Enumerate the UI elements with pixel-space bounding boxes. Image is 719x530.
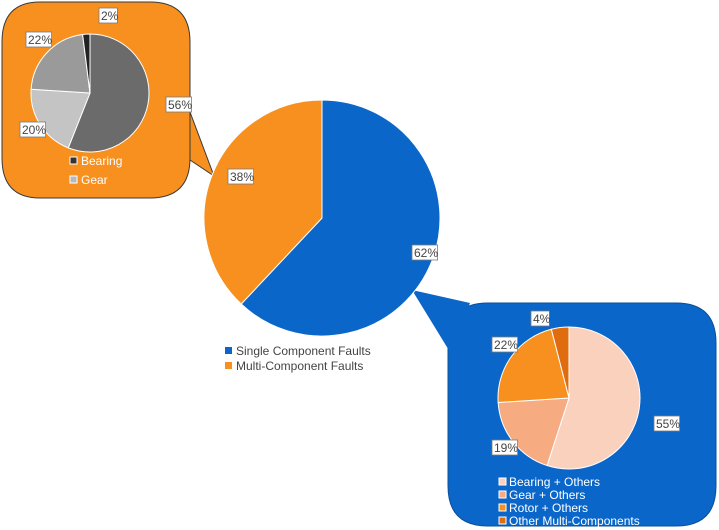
single-component-legend: Bearing Gear bbox=[69, 154, 122, 187]
multi-data-label: 55% bbox=[656, 417, 680, 431]
multi-slice-bearing-others bbox=[546, 326, 641, 470]
legend-label-multi: Multi-Component Faults bbox=[236, 359, 363, 373]
single-slice-bearing bbox=[67, 33, 150, 153]
multi-data-label-box bbox=[491, 439, 519, 456]
multi-data-label-box bbox=[530, 310, 550, 327]
multi-data-label-box bbox=[491, 336, 519, 353]
single-slice-rotor bbox=[82, 33, 91, 94]
bottom-right-callout-pointer bbox=[412, 290, 470, 352]
main-slice-multi-component-faults bbox=[203, 99, 323, 305]
legend-label-single: Single Component Faults bbox=[236, 344, 371, 358]
single-data-label: 22% bbox=[28, 33, 52, 47]
single-data-label: 20% bbox=[22, 123, 46, 137]
legend-label-bearing-others: Bearing + Others bbox=[509, 475, 600, 489]
legend-swatch-bearing-others bbox=[498, 477, 507, 486]
single-data-label: 2% bbox=[101, 9, 119, 23]
legend-label-bearing: Bearing bbox=[81, 154, 122, 168]
legend-swatch-rotor-others bbox=[498, 503, 507, 512]
multi-data-label: 19% bbox=[494, 441, 518, 455]
legend-label-gear-others: Gear + Others bbox=[509, 488, 585, 502]
multi-component-pie: 55% 19% 22% 4% bbox=[491, 310, 681, 470]
legend-swatch-multi bbox=[225, 362, 232, 369]
single-data-label-box bbox=[165, 96, 193, 113]
single-data-label-box bbox=[25, 31, 53, 48]
single-data-label-box bbox=[19, 121, 47, 138]
main-data-label: 38% bbox=[230, 170, 254, 184]
single-data-label-box bbox=[98, 7, 118, 24]
single-component-pie: 56% 20% 22% 2% bbox=[19, 7, 193, 153]
legend-label-rotor-others: Rotor + Others bbox=[509, 501, 588, 515]
single-data-label: 56% bbox=[168, 98, 192, 112]
multi-slice-rotor-others bbox=[497, 328, 570, 403]
main-data-label: 62% bbox=[414, 246, 438, 260]
legend-swatch-other-multi bbox=[498, 516, 507, 525]
main-slice-single-component-faults bbox=[240, 99, 441, 337]
single-slice-gear bbox=[30, 33, 91, 94]
legend-label-other-multi: Other Multi-Components bbox=[509, 514, 640, 528]
legend-label-gear: Gear bbox=[81, 173, 108, 187]
multi-data-label-box bbox=[653, 415, 681, 432]
multi-slice-other-multi-components bbox=[550, 326, 570, 399]
legend-swatch-bearing bbox=[69, 156, 78, 165]
legend-swatch-gear-others bbox=[498, 490, 507, 499]
main-data-label-box bbox=[411, 244, 439, 261]
main-data-label-box bbox=[227, 168, 255, 185]
legend-swatch-single bbox=[225, 347, 232, 354]
main-pie: 62% 38% bbox=[203, 99, 441, 337]
multi-component-legend: Bearing + Others Gear + Others Rotor + O… bbox=[498, 475, 640, 528]
legend-swatch-gear bbox=[69, 175, 78, 184]
multi-data-label: 4% bbox=[533, 312, 551, 326]
main-legend: Single Component Faults Multi-Component … bbox=[225, 344, 371, 373]
multi-data-label: 22% bbox=[494, 338, 518, 352]
